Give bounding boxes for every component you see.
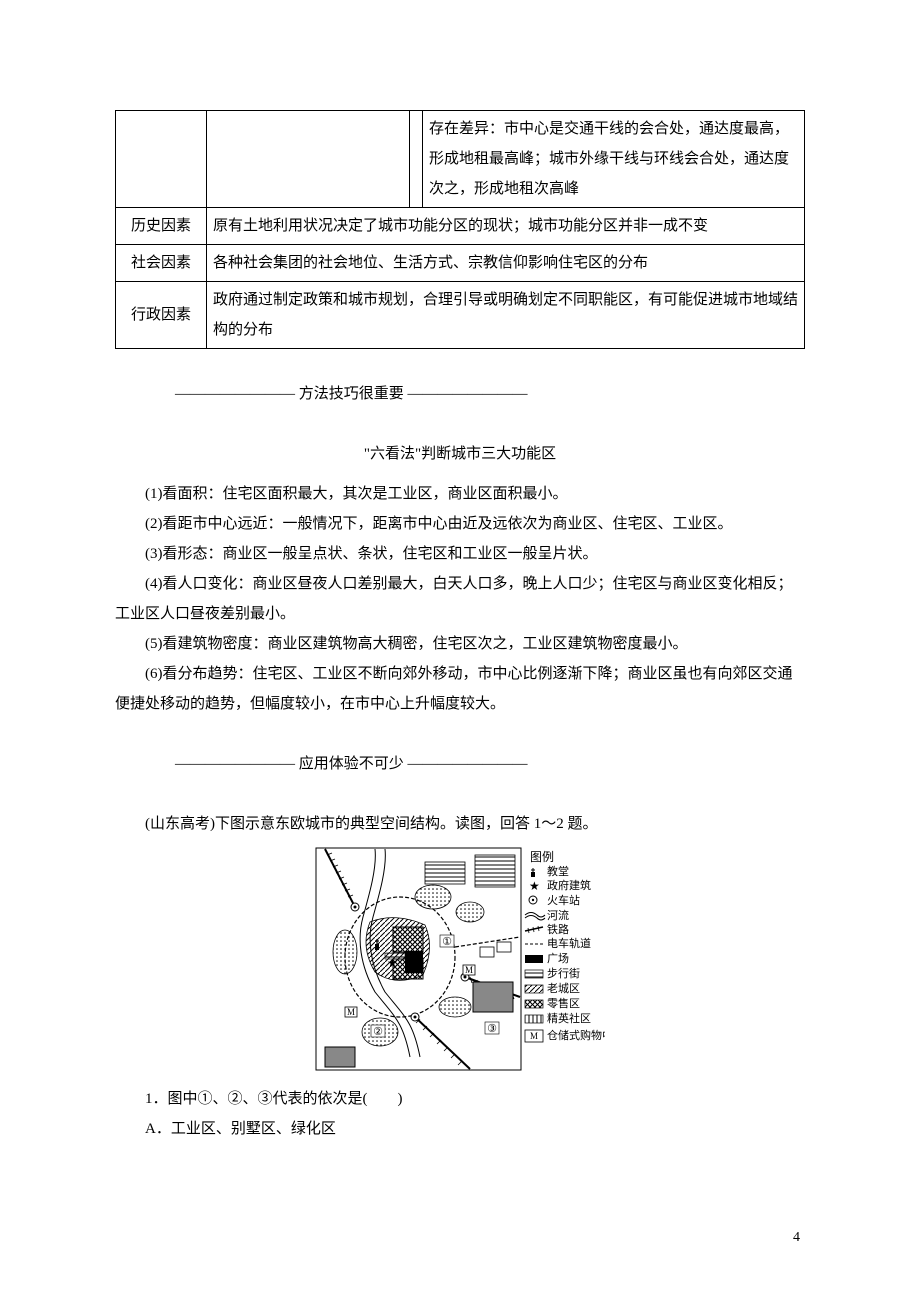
legend-m: M: [530, 1031, 538, 1041]
m-box: M: [465, 965, 473, 975]
legend-row: 精英社区: [525, 1011, 591, 1025]
svg-text:★: ★: [529, 879, 540, 893]
section-divider: ———————— 应用体验不可少 ————————: [115, 749, 805, 779]
table-cell: [410, 111, 423, 208]
method-item: (4)看人口变化：商业区昼夜人口差别最大，白天人口多，晚上人口少；住宅区与商业区…: [115, 569, 805, 629]
legend-label: 教堂: [547, 865, 569, 878]
question-1-option-a: A．工业区、别墅区、绿化区: [115, 1114, 805, 1144]
legend-row: 老城区: [525, 982, 580, 995]
legend-label: 铁路: [547, 923, 569, 936]
legend-label: 老城区: [547, 982, 580, 995]
legend-label: 火车站: [547, 893, 580, 907]
legend-row: 电车轨道: [525, 936, 591, 950]
legend-row: 步行街: [525, 966, 580, 980]
legend-row: 河流: [525, 908, 569, 922]
map-label-1: ①: [442, 936, 452, 948]
legend-row: ★ 政府建筑: [529, 878, 591, 893]
factors-table: 存在差异：市中心是交通干线的会合处，通达度最高，形成地租最高峰；城市外缘干线与环…: [115, 110, 805, 349]
table-cell: 原有土地利用状况决定了城市功能分区的现状；城市功能分区并非一成不变: [207, 208, 805, 245]
legend-label: 广场: [547, 951, 569, 965]
table-cell: 政府通过制定政策和城市规划，合理引导或明确划定不同职能区，有可能促进城市地域结构…: [207, 282, 805, 349]
legend-row: 广场: [525, 951, 569, 965]
map-figure: ★ ① ② ③ M M 图例 教堂 ★ 政府建筑 火车站 河流: [115, 847, 805, 1072]
map-label-2: ②: [373, 1026, 383, 1038]
table-row-label: 社会因素: [116, 245, 207, 282]
legend-row: 火车站: [529, 893, 580, 907]
legend-label: 河流: [547, 908, 569, 922]
method-item: (3)看形态：商业区一般呈点状、条状，住宅区和工业区一般呈片状。: [115, 539, 805, 569]
exam-source: (山东高考)下图示意东欧城市的典型空间结构。读图，回答 1～2 题。: [115, 809, 805, 839]
table-cell: [207, 111, 410, 208]
table-cell: [116, 111, 207, 208]
method-item: (2)看距市中心远近：一般情况下，距离市中心由近及远依次为商业区、住宅区、工业区…: [115, 509, 805, 539]
legend-label: 零售区: [547, 996, 580, 1010]
legend-row: 零售区: [525, 996, 580, 1010]
method-item: (1)看面积：住宅区面积最大，其次是工业区，商业区面积最小。: [115, 479, 805, 509]
legend-title: 图例: [530, 850, 554, 864]
m-box: M: [347, 1007, 355, 1017]
legend-row: 教堂: [531, 865, 569, 878]
legend-label: 电车轨道: [547, 936, 591, 950]
page-number: 4: [793, 1224, 800, 1252]
question-1: 1．图中①、②、③代表的依次是( ): [115, 1084, 805, 1114]
legend-label: 仓储式购物中心: [547, 1028, 605, 1042]
section-divider: ———————— 方法技巧很重要 ————————: [115, 379, 805, 409]
gov-star-icon: ★: [387, 956, 398, 970]
legend-label: 步行街: [547, 966, 580, 980]
method-item: (6)看分布趋势：住宅区、工业区不断向郊外移动，市中心比例逐渐下降；商业区虽也有…: [115, 659, 805, 719]
city-map-svg: ★ ① ② ③ M M 图例 教堂 ★ 政府建筑 火车站 河流: [315, 847, 605, 1072]
divider-text: ———————— 方法技巧很重要 ————————: [175, 386, 528, 402]
legend-row: M 仓储式购物中心: [525, 1028, 605, 1042]
legend-label: 精英社区: [547, 1011, 591, 1025]
map-label-3: ③: [487, 1023, 497, 1035]
method-item: (5)看建筑物密度：商业区建筑物高大稠密，住宅区次之，工业区建筑物密度最小。: [115, 629, 805, 659]
method-title: "六看法"判断城市三大功能区: [115, 439, 805, 469]
legend-row: 铁路: [525, 923, 569, 936]
legend-label: 政府建筑: [547, 878, 591, 892]
table-row-label: 历史因素: [116, 208, 207, 245]
divider-text: ———————— 应用体验不可少 ————————: [175, 756, 528, 772]
table-cell: 存在差异：市中心是交通干线的会合处，通达度最高，形成地租最高峰；城市外缘干线与环…: [423, 111, 805, 208]
table-cell: 各种社会集团的社会地位、生活方式、宗教信仰影响住宅区的分布: [207, 245, 805, 282]
table-row-label: 行政因素: [116, 282, 207, 349]
